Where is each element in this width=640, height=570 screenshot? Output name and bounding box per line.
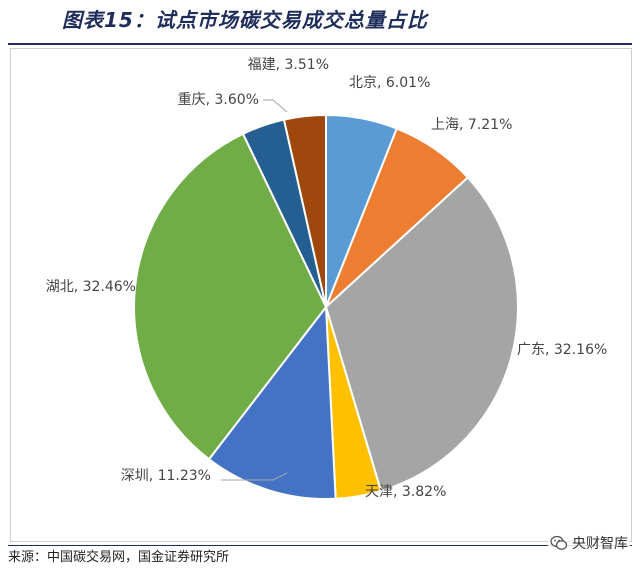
pie-slice-5 — [207, 304, 337, 500]
data-label-5: 深圳, 11.23% — [121, 468, 211, 484]
source-divider — [8, 545, 632, 546]
pie-slice-6 — [133, 132, 328, 461]
pie-slice-8 — [282, 113, 327, 308]
watermark: 央财智库 — [548, 531, 630, 555]
data-label-1: 北京, 6.01% — [349, 75, 430, 91]
chart-area: 北京, 6.01% 上海, 7.21% 广东, 32.16% 天津, 3.82% 深圳,… — [10, 48, 632, 542]
data-label-6: 湖北, 32.46% — [46, 279, 136, 295]
pie-chart: 北京, 6.01% 上海, 7.21% 广东, 32.16% 天津, 3.82% 深圳,… — [46, 57, 608, 500]
pie-slice-3 — [324, 176, 519, 493]
data-label-7: 重庆, 3.60% — [178, 92, 259, 108]
wechat-icon — [550, 535, 568, 550]
chart-title: 图表15：试点市场碳交易成交总量占比 — [62, 8, 428, 32]
data-label-2: 上海, 7.21% — [431, 117, 512, 133]
data-label-4: 天津, 3.82% — [365, 484, 446, 500]
leader-line-5 — [221, 472, 288, 481]
title-divider — [8, 43, 632, 45]
source-note: 来源：中国碳交易网，国金证券研究所 — [8, 550, 230, 565]
leader-line-7 — [263, 99, 288, 113]
data-label-8: 福建, 3.51% — [248, 57, 329, 73]
data-label-3: 广东, 32.16% — [517, 342, 607, 358]
watermark-text: 央财智库 — [572, 536, 628, 552]
